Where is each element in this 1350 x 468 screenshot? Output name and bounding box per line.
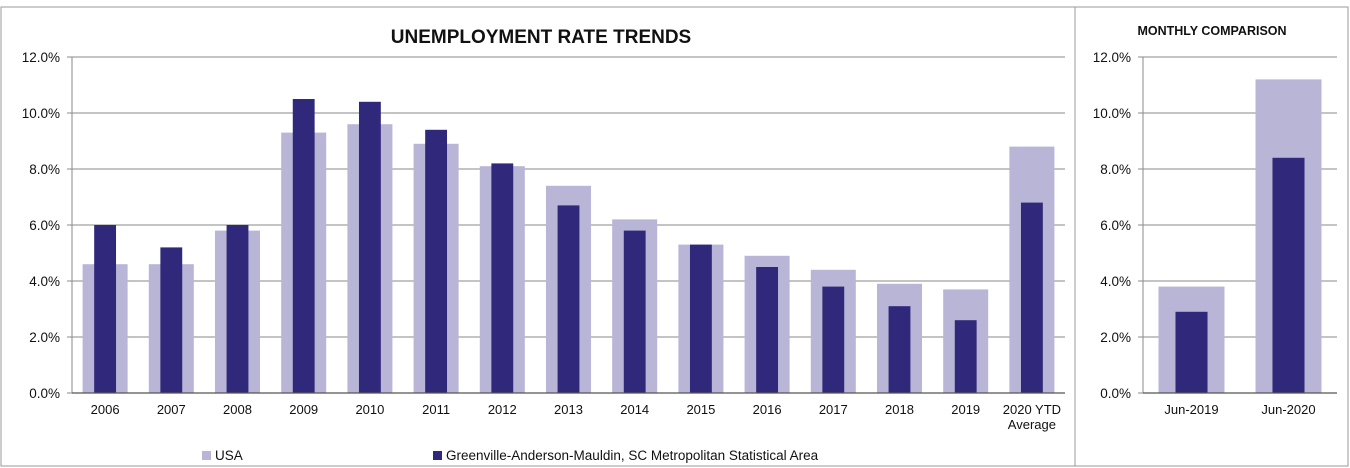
main-bar-metro [94,225,117,393]
main-bar-metro [226,225,249,393]
main-y-ticks: 0.0% 2.0% 4.0% 6.0% 8.0% 10.0% 12.0% [22,50,60,401]
main-bar-metro [954,320,977,393]
main-category-label: 2011 [422,402,450,417]
main-bar-metro [1020,202,1043,393]
side-y-tick-label: 8.0% [1100,162,1131,177]
side-y-tick-label: 6.0% [1100,218,1131,233]
main-y-tick-label: 4.0% [29,274,60,289]
main-bar-metro [425,129,448,394]
main-category-label: 2016 [753,402,782,417]
legend: USA Greenville-Anderson-Mauldin, SC Metr… [202,448,819,463]
main-category-label: 2014 [620,402,649,417]
side-y-ticks: 0.0% 2.0% 4.0% 6.0% 8.0% 10.0% 12.0% [1093,50,1131,401]
main-category-label: 2020 YTD Average [1003,402,1061,432]
main-bar-metro [623,230,646,393]
main-y-tick-label: 10.0% [22,106,60,121]
main-category-label: 2009 [289,402,318,417]
main-category-label: 2018 [885,402,914,417]
legend-label-metro: Greenville-Anderson-Mauldin, SC Metropol… [446,448,819,463]
side-category-label: Jun-2019 [1164,402,1218,417]
main-bars [72,99,1065,394]
main-bar-metro [160,247,183,393]
legend-swatch-metro [433,451,442,460]
side-bar-metro [1272,157,1305,393]
main-y-tick-label: 0.0% [29,386,60,401]
main-bar-metro [292,99,315,393]
side-category-label: Jun-2020 [1261,402,1315,417]
legend-label-usa: USA [215,448,243,463]
side-chart-title: MONTHLY COMPARISON [1137,24,1286,38]
main-category-label: 2012 [488,402,517,417]
side-x-labels: Jun-2019 Jun-2020 [1164,402,1315,417]
legend-swatch-usa [202,451,211,460]
main-category-label: 2007 [157,402,186,417]
side-y-tick-label: 4.0% [1100,274,1131,289]
main-category-label: 2019 [951,402,980,417]
main-chart-title: UNEMPLOYMENT RATE TRENDS [391,27,691,48]
side-bar-metro [1175,311,1208,393]
main-y-tick-label: 8.0% [29,162,60,177]
main-bar-metro [756,267,779,393]
main-y-tick-label: 12.0% [22,50,60,65]
main-bar-metro [557,205,580,393]
main-bar-metro [358,101,381,394]
main-x-labels: 2006 2007 2008 2009 2010 2011 2012 2013 2014 2015… [91,402,1061,432]
main-bar-metro [491,163,514,393]
side-y-tick-label: 0.0% [1100,386,1131,401]
main-y-tick-label: 2.0% [29,330,60,345]
side-y-tick-label: 10.0% [1093,106,1131,121]
main-category-label: 2015 [686,402,715,417]
main-bar-metro [888,306,911,393]
main-category-label: 2010 [355,402,384,417]
main-category-label: 2017 [819,402,848,417]
main-category-label: 2008 [223,402,252,417]
chart-frame [0,6,1349,467]
side-y-tick-label: 2.0% [1100,330,1131,345]
main-category-label: 2013 [554,402,583,417]
main-bar-metro [822,286,845,393]
side-bars [1143,79,1337,394]
main-y-tick-label: 6.0% [29,218,60,233]
side-y-tick-label: 12.0% [1093,50,1131,65]
main-bar-metro [689,244,712,393]
main-category-label: 2006 [91,402,120,417]
